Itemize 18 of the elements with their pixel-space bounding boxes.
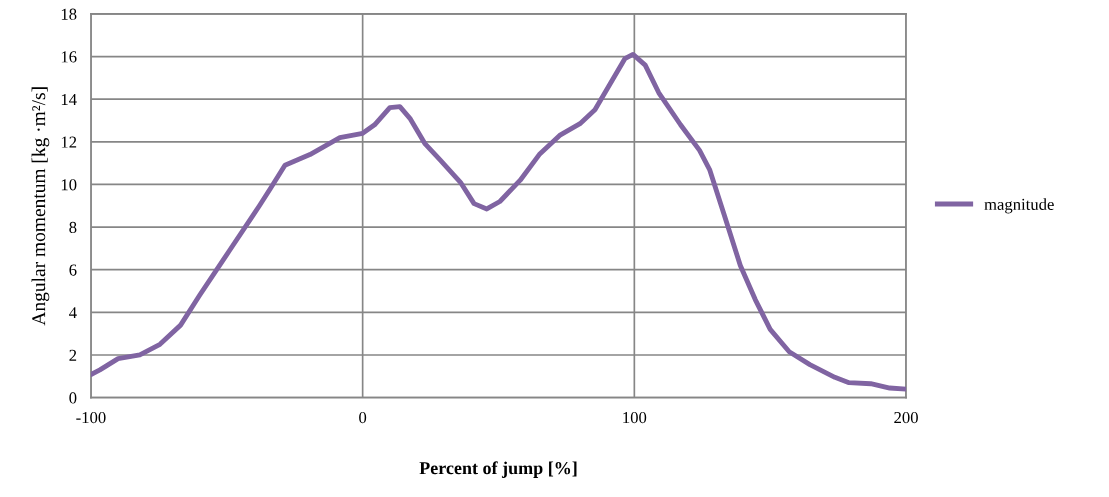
y-tick-label: 16	[61, 51, 77, 63]
legend-label: magnitude	[984, 198, 1054, 214]
y-tick-label: 0	[69, 392, 77, 404]
y-tick-label: 4	[69, 307, 77, 319]
x-axis-title: Percent of jump [%]	[419, 461, 577, 478]
x-tick-label: -100	[76, 411, 106, 424]
y-tick-label: 6	[69, 264, 77, 276]
y-axis-title: Angular momentum [kg ·m²/s]	[31, 87, 50, 326]
y-tick-label: 10	[61, 179, 77, 191]
y-tick-label: 12	[61, 136, 77, 148]
y-tick-label: 18	[61, 8, 77, 20]
y-tick-label: 2	[69, 349, 77, 361]
x-tick-label: 100	[623, 411, 647, 424]
y-tick-label: 8	[69, 221, 77, 234]
x-tick-label: 0	[359, 411, 367, 424]
line-series	[90, 51, 907, 392]
x-tick-label: 200	[894, 411, 918, 424]
y-tick-label: 14	[61, 93, 77, 105]
